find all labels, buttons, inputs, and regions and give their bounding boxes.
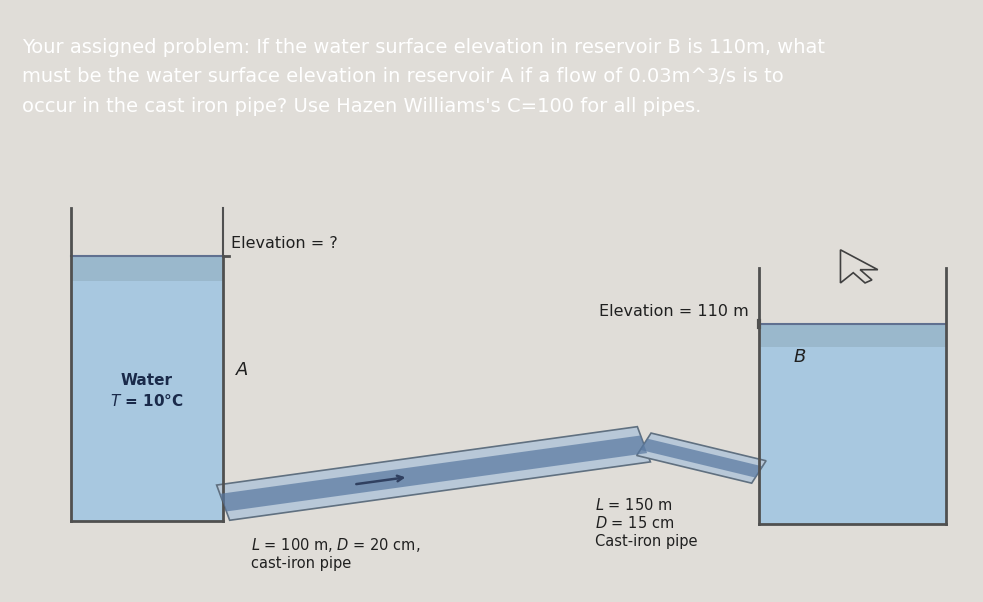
Text: $B$: $B$: [793, 348, 806, 366]
Polygon shape: [640, 439, 763, 477]
Text: Your assigned problem: If the water surface elevation in reservoir B is 110m, wh: Your assigned problem: If the water surf…: [22, 37, 825, 116]
Bar: [759, 324, 946, 524]
Text: $A$: $A$: [235, 361, 249, 379]
Text: $L$ = 100 m, $D$ = 20 cm,
cast-iron pipe: $L$ = 100 m, $D$ = 20 cm, cast-iron pipe: [251, 536, 420, 571]
Polygon shape: [216, 427, 651, 520]
Polygon shape: [220, 435, 647, 512]
Text: $L$ = 150 m
$D$ = 15 cm
Cast-iron pipe: $L$ = 150 m $D$ = 15 cm Cast-iron pipe: [595, 497, 697, 548]
Text: Water
$T$ = 10°C: Water $T$ = 10°C: [110, 373, 184, 409]
Text: Elevation = ?: Elevation = ?: [231, 236, 338, 251]
Polygon shape: [637, 433, 766, 483]
Text: Elevation = 110 m: Elevation = 110 m: [600, 304, 749, 319]
Bar: [759, 324, 946, 347]
Bar: [71, 256, 223, 521]
Bar: [71, 256, 223, 281]
